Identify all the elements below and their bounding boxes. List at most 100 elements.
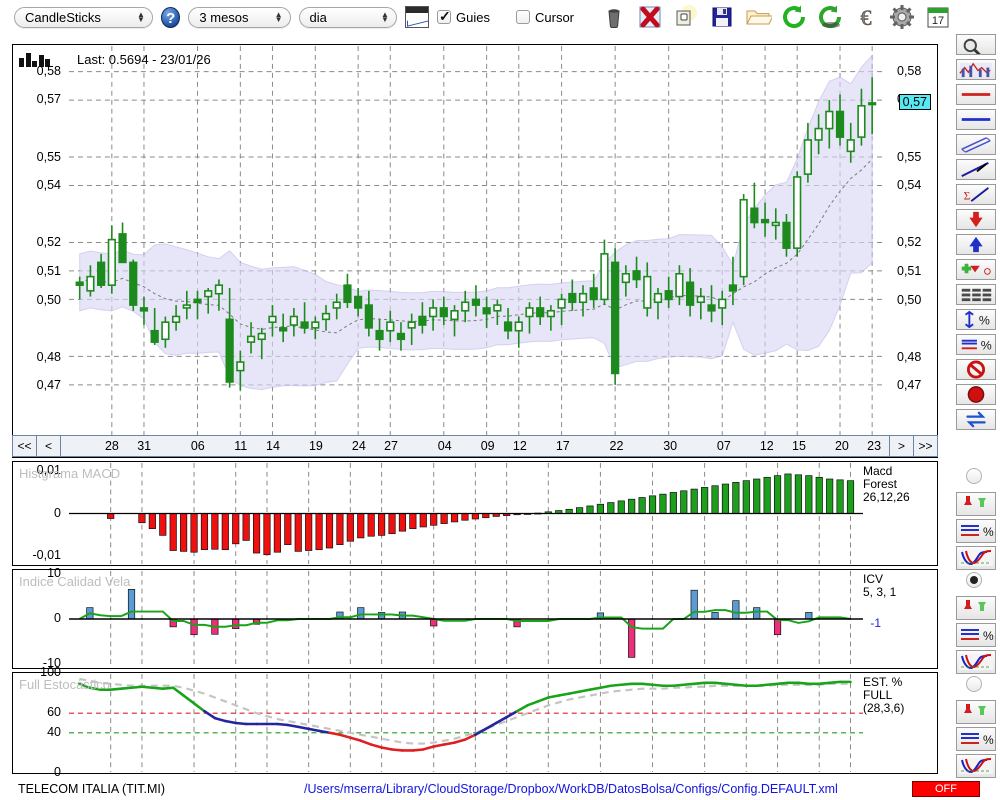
open-folder-icon[interactable] [744, 3, 773, 31]
sigma-trendline-icon[interactable]: Σ [956, 184, 996, 205]
date-axis[interactable]: << < 28 31 06 11 14 19 24 27 04 09 12 17 22 30 07 12 15 2… [12, 435, 938, 457]
curve-icon-icv[interactable] [956, 650, 996, 674]
date-tick: 27 [384, 439, 398, 453]
price-axis-label: 0,52 [36, 235, 61, 250]
price-axis-label: 0,55 [36, 149, 61, 164]
arrows-updown-icon-macd[interactable] [956, 492, 996, 516]
red-down-arrow-icon[interactable] [956, 209, 996, 230]
vertical-percent-icon[interactable]: % [956, 309, 996, 330]
no-entry-icon[interactable] [956, 359, 996, 380]
icv-title: Indice Calidad Vela [19, 574, 131, 589]
svg-text:%: % [983, 629, 994, 643]
save-icon[interactable] [708, 3, 736, 31]
chart-type-select[interactable]: CandleSticks ▲ ▼ [14, 6, 153, 28]
panel-radio-macd[interactable] [966, 468, 982, 484]
status-config-path[interactable]: /Users/mserra/Library/CloudStorage/Dropb… [304, 782, 838, 796]
stochastic-plot-area [69, 674, 863, 772]
price-axis-label: 0,58 [36, 63, 61, 78]
cursor-checkbox[interactable]: Cursor [516, 10, 574, 25]
date-tick: 22 [609, 439, 624, 453]
mini-chart-icon[interactable] [404, 6, 430, 28]
macd-histogram-svg [69, 463, 863, 564]
refresh-green-icon[interactable] [780, 3, 808, 31]
date-tick: 23 [867, 439, 882, 453]
sub-axis-label: 100 [40, 665, 61, 679]
date-tick: 20 [834, 439, 849, 453]
nav-first-button[interactable]: << [13, 436, 37, 456]
nav-last-button[interactable]: >> [913, 436, 937, 456]
paint-icon[interactable] [672, 3, 700, 31]
status-ticker: TELECOM ITALIA (TIT.MI) [18, 782, 166, 796]
svg-text:€: € [861, 5, 872, 30]
arrows-updown-icon-stoch[interactable] [956, 700, 996, 724]
trash-icon[interactable] [600, 3, 628, 31]
zoom-icon[interactable] [956, 34, 996, 55]
arrows-updown-icon-icv[interactable] [956, 596, 996, 620]
gear-icon[interactable] [888, 3, 916, 31]
chart-bars-icon [19, 49, 59, 67]
macd-panel[interactable]: Histgrama MACD Macd Forest 26,12,26 0,01 0 -… [12, 461, 938, 566]
macd-plot-area [69, 463, 863, 564]
price-axis-label: 0,57 [36, 92, 61, 107]
red-line-icon[interactable] [956, 84, 996, 105]
timeframe-select[interactable]: dia ▲ ▼ [298, 6, 397, 28]
cross-markers-icon[interactable] [956, 259, 996, 280]
date-tick-labels: 28 31 06 11 14 19 24 27 04 09 12 17 22 30 07 12 15 20 23 [61, 436, 889, 456]
sub-axis-label: 0 [54, 505, 61, 520]
timeframe-value: dia [309, 9, 327, 25]
blue-up-arrow-icon[interactable] [956, 234, 996, 255]
percent-lines-icon-macd[interactable]: % [956, 519, 996, 543]
nav-prev-button[interactable]: < [37, 436, 61, 456]
candlestick-svg [69, 46, 885, 456]
period-select[interactable]: 3 mesos ▲ ▼ [188, 6, 291, 28]
price-axis-label: 0,50 [36, 292, 61, 307]
status-bar: TELECOM ITALIA (TIT.MI) /Users/mserra/Li… [0, 778, 1000, 800]
indicators-icon[interactable] [956, 59, 996, 80]
svg-text:%: % [983, 733, 994, 747]
curve-icon-macd[interactable] [956, 546, 996, 570]
blue-line-icon[interactable] [956, 109, 996, 130]
trendline-icon[interactable] [956, 159, 996, 180]
curve-icon-stoch[interactable] [956, 754, 996, 778]
sub-axis-label: 10 [47, 566, 61, 581]
price-axis-label: 0,58 [897, 63, 922, 78]
icv-panel[interactable]: Indice Calidad Vela ICV 5, 3, 1 10 0 -10 -1 [12, 566, 938, 670]
guies-label: Guies [456, 9, 490, 25]
price-plot-area[interactable]: Last: 0.5694 - 23/01/26 [69, 46, 885, 456]
calendar-icon[interactable]: 17 [924, 3, 952, 31]
price-axis-label: 0,54 [897, 178, 922, 193]
panel-radio-icv[interactable] [966, 572, 982, 588]
chart-type-value: CandleSticks [25, 9, 101, 25]
date-tick: 12 [759, 439, 774, 453]
checkbox-box [516, 10, 530, 24]
period-value: 3 mesos [199, 9, 249, 25]
grid-lines-icon[interactable] [956, 284, 996, 305]
stochastic-right-label: EST. % FULL (28,3,6) [863, 675, 905, 715]
macd-right-label: Macd Forest 26,12,26 [863, 464, 910, 504]
refresh-swirl-icon[interactable] [816, 3, 844, 31]
euro-icon[interactable]: € [852, 3, 880, 31]
swap-icon[interactable] [956, 409, 996, 430]
price-chart-panel[interactable]: 0,580,570,550,540,520,510,500,480,470,45… [12, 44, 938, 458]
percent-lines-icon-icv[interactable]: % [956, 623, 996, 647]
chevron-updown-icon: ▲ ▼ [137, 10, 145, 24]
channel-icon[interactable] [956, 134, 996, 155]
connection-status-badge[interactable]: OFF [912, 781, 980, 797]
price-axis-label: 0,47 [36, 378, 61, 393]
horizontal-percent-icon[interactable]: % [956, 334, 996, 355]
guies-checkbox[interactable]: Guies [437, 8, 490, 25]
chevron-updown-icon: ▲ ▼ [274, 10, 283, 24]
stochastic-panel[interactable]: Full Estocástico EST. % FULL (28,3,6) 100 6… [12, 665, 938, 779]
current-price-tag: 0,57 [898, 94, 931, 111]
icv-plot-area [69, 571, 863, 667]
svg-text:%: % [981, 338, 992, 352]
panel-radio-stoch[interactable] [966, 676, 982, 692]
date-tick: 09 [480, 439, 495, 453]
help-icon[interactable]: ? [160, 6, 181, 28]
percent-lines-icon-stoch[interactable]: % [956, 727, 996, 751]
delete-x-icon[interactable] [636, 3, 664, 31]
record-icon[interactable] [956, 384, 996, 405]
nav-next-button[interactable]: > [889, 436, 913, 456]
sub-axis-label: 0,01 [36, 462, 61, 477]
